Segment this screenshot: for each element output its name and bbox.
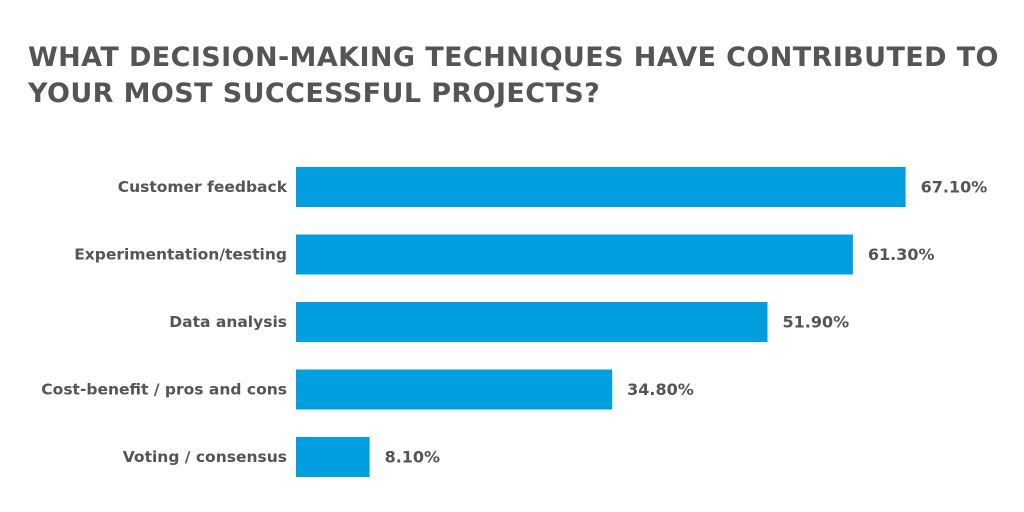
value-label-1: 67.10% bbox=[921, 178, 988, 197]
category-label-1: Customer feedback bbox=[118, 178, 288, 196]
value-label-4: 34.80% bbox=[627, 380, 694, 399]
category-label-3: Data analysis bbox=[169, 313, 287, 331]
category-label-5: Voting / consensus bbox=[123, 448, 287, 466]
category-label-2: Experimentation/testing bbox=[74, 246, 287, 264]
value-label-5: 8.10% bbox=[385, 448, 441, 467]
bar-2 bbox=[296, 234, 853, 275]
bars-layer: Customer feedback 67.10% Experimentation/t… bbox=[41, 167, 987, 477]
value-label-3: 51.90% bbox=[783, 313, 850, 332]
bar-5 bbox=[296, 437, 370, 477]
bar-4 bbox=[296, 369, 613, 410]
bar-3 bbox=[296, 302, 768, 342]
value-label-2: 61.30% bbox=[868, 245, 935, 264]
category-label-4: Cost-benefit / pros and cons bbox=[41, 381, 287, 399]
bar-1 bbox=[296, 167, 906, 207]
chart-title: WHAT DECISION-MAKING TECHNIQUES HAVE CON… bbox=[28, 42, 999, 109]
